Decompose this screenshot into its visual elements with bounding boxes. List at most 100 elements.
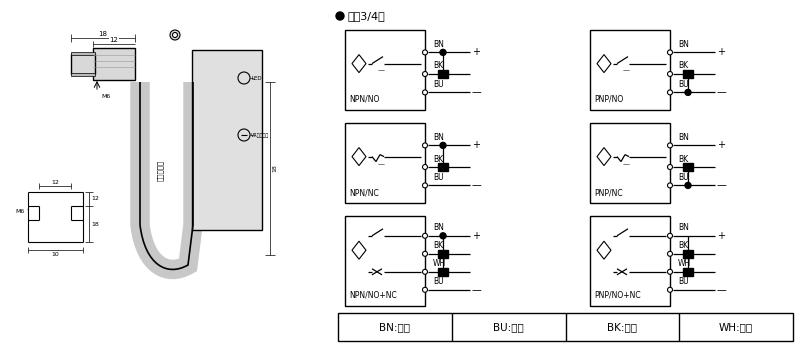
Bar <box>438 163 448 171</box>
Bar <box>71 54 95 74</box>
Bar <box>438 70 448 78</box>
Text: WH:白色: WH:白色 <box>719 322 753 332</box>
Bar <box>590 30 670 110</box>
Circle shape <box>422 71 427 76</box>
Text: BK: BK <box>433 62 443 70</box>
Text: VR灵敏调节: VR灵敏调节 <box>251 132 270 138</box>
Circle shape <box>667 233 673 238</box>
Text: +: + <box>717 140 725 150</box>
Text: BN: BN <box>678 133 689 142</box>
Text: —: — <box>378 162 385 168</box>
Circle shape <box>422 183 427 188</box>
Circle shape <box>170 30 180 40</box>
Text: +: + <box>472 140 480 150</box>
Circle shape <box>667 269 673 274</box>
Circle shape <box>422 50 427 55</box>
Text: 12: 12 <box>51 180 59 185</box>
Circle shape <box>440 143 446 149</box>
Text: BN: BN <box>433 40 444 49</box>
Circle shape <box>667 90 673 95</box>
Bar <box>590 123 670 203</box>
Text: 18: 18 <box>272 165 277 172</box>
Text: LED: LED <box>251 75 262 81</box>
Circle shape <box>685 89 691 95</box>
Text: NPN/NC: NPN/NC <box>349 188 378 197</box>
Circle shape <box>422 90 427 95</box>
Circle shape <box>667 287 673 292</box>
Circle shape <box>667 71 673 76</box>
Circle shape <box>422 233 427 238</box>
Text: M6: M6 <box>101 94 110 99</box>
Text: M6: M6 <box>16 209 25 214</box>
Text: BN: BN <box>433 133 444 142</box>
Circle shape <box>422 269 427 274</box>
Text: BK: BK <box>678 62 688 70</box>
Text: BU: BU <box>678 80 689 89</box>
Text: WH: WH <box>678 259 691 268</box>
Text: 直涁3/4线: 直涁3/4线 <box>348 11 386 21</box>
Bar <box>345 216 425 306</box>
Text: BK: BK <box>678 155 688 163</box>
Text: BN: BN <box>678 223 689 232</box>
Text: 10: 10 <box>52 252 59 257</box>
Text: BN: BN <box>433 223 444 232</box>
Text: —: — <box>472 285 482 295</box>
Bar <box>438 268 448 276</box>
Bar <box>71 52 95 55</box>
Text: —: — <box>622 162 630 168</box>
Text: —: — <box>472 87 482 98</box>
Text: 连接保护套: 连接保护套 <box>157 159 163 181</box>
Bar <box>93 48 135 80</box>
Text: BU: BU <box>433 173 444 182</box>
Bar <box>345 30 425 110</box>
Text: BK:黑色: BK:黑色 <box>607 322 638 332</box>
Bar <box>683 268 693 276</box>
Text: +: + <box>472 231 480 241</box>
Bar <box>71 73 95 76</box>
Text: —: — <box>717 87 726 98</box>
Circle shape <box>685 182 691 188</box>
Bar <box>345 123 425 203</box>
Bar <box>338 313 793 341</box>
Text: BU: BU <box>678 173 689 182</box>
Text: —: — <box>717 180 726 190</box>
Circle shape <box>667 143 673 148</box>
Circle shape <box>422 287 427 292</box>
Circle shape <box>336 12 344 20</box>
Circle shape <box>238 72 250 84</box>
Text: PNP/NO: PNP/NO <box>594 95 623 104</box>
Text: —: — <box>472 180 482 190</box>
Bar <box>590 216 670 306</box>
Circle shape <box>667 183 673 188</box>
Circle shape <box>440 49 446 55</box>
Text: BU: BU <box>433 277 444 286</box>
Text: +: + <box>717 48 725 57</box>
Bar <box>683 163 693 171</box>
Text: 18: 18 <box>98 31 107 37</box>
Text: +: + <box>472 48 480 57</box>
Circle shape <box>440 233 446 239</box>
Text: WH: WH <box>433 259 446 268</box>
Text: NPN/NO+NC: NPN/NO+NC <box>349 291 397 300</box>
Text: NPN/NO: NPN/NO <box>349 95 379 104</box>
Circle shape <box>667 50 673 55</box>
Bar <box>192 50 262 230</box>
Circle shape <box>667 164 673 170</box>
Text: 18: 18 <box>91 221 98 226</box>
Circle shape <box>238 129 250 141</box>
Text: 12: 12 <box>91 196 99 201</box>
Circle shape <box>422 164 427 170</box>
Text: BK: BK <box>678 241 688 250</box>
Text: BU:兰色: BU:兰色 <box>494 322 524 332</box>
Bar <box>438 250 448 258</box>
Text: BN: BN <box>678 40 689 49</box>
Text: BK: BK <box>433 241 443 250</box>
Text: +: + <box>717 231 725 241</box>
Text: —: — <box>622 68 630 74</box>
Text: PNP/NC: PNP/NC <box>594 188 622 197</box>
Text: PNP/NO+NC: PNP/NO+NC <box>594 291 641 300</box>
Text: BU: BU <box>678 277 689 286</box>
Circle shape <box>685 269 691 275</box>
Text: BK: BK <box>433 155 443 163</box>
Text: —: — <box>717 285 726 295</box>
